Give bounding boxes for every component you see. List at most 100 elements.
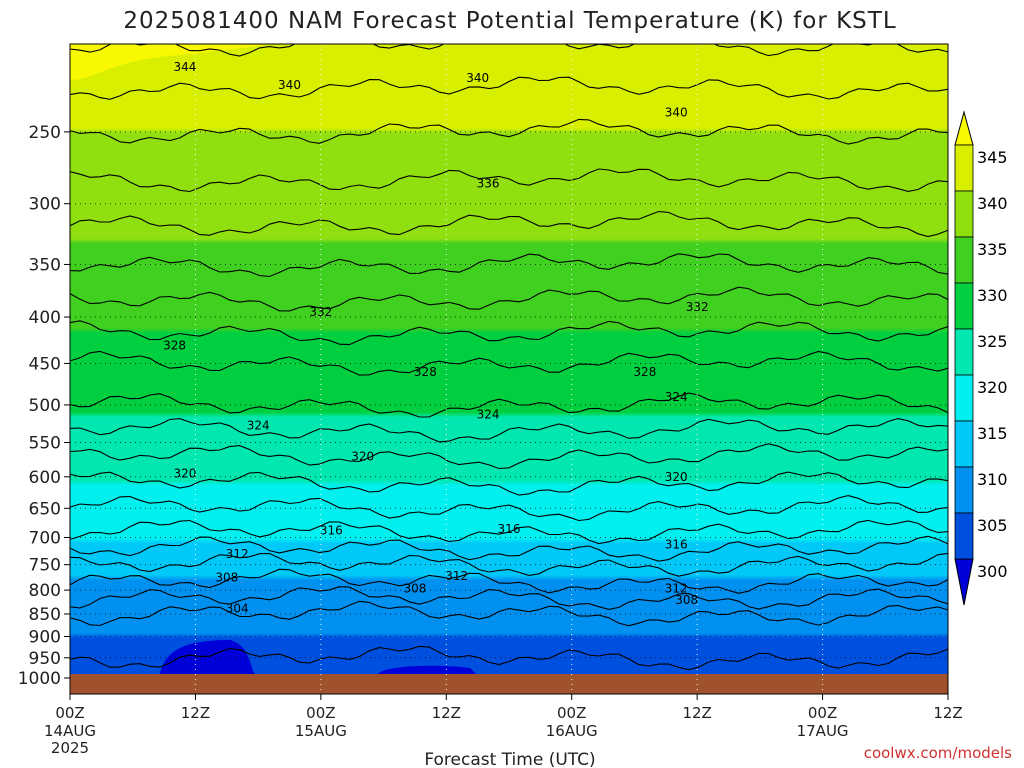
y-tick-label: 900 [29, 627, 61, 647]
contour-label: 328 [163, 339, 186, 353]
cold-pool-shading [378, 665, 476, 674]
contour-label: 324 [477, 407, 500, 421]
y-tick-label: 600 [29, 468, 61, 488]
isentrope-line [70, 118, 948, 145]
colorbar-segment [954, 374, 974, 422]
colorbar-segment [954, 190, 974, 238]
isentrope-line [70, 535, 948, 562]
colorbar-label: 340 [977, 194, 1008, 213]
contour-label: 308 [403, 582, 426, 596]
x-tick-label: 14AUG [44, 722, 96, 740]
colorbar-label: 315 [977, 424, 1008, 443]
colorbar-arrow-top [954, 110, 974, 146]
isentrope-line [70, 44, 948, 57]
isentrope-line [70, 600, 948, 627]
contour-label: 320 [174, 466, 197, 480]
colorbar-segment [954, 144, 974, 192]
y-tick-label: 800 [29, 581, 61, 601]
y-tick-label: 450 [29, 354, 61, 374]
y-tick-label: 250 [29, 123, 61, 143]
contour-label: 320 [665, 470, 688, 484]
warm-anomaly-shading [70, 44, 270, 80]
plot-area: 344 340 340 340 336 332 332 328 328 328 324 324 324 3… [70, 44, 948, 694]
colorbar-segment [954, 328, 974, 376]
isentrope-line [70, 320, 948, 346]
credit-text: coolwx.com/models [864, 744, 1012, 762]
contour-label: 312 [665, 582, 688, 596]
y-tick-label: 550 [29, 433, 61, 453]
colorbar-segment [954, 512, 974, 560]
grid-lines [70, 44, 948, 694]
contour-label: 340 [466, 71, 489, 85]
contour-label: 324 [665, 390, 688, 404]
chart-title: 2025081400 NAM Forecast Potential Temper… [123, 8, 896, 34]
contour-lines [70, 44, 948, 671]
colorbar: 345 340 335 330 325 320 315 310 305 300 [954, 110, 1008, 606]
y-tick-label: 950 [29, 649, 61, 669]
colorbar-arrow-bottom [954, 558, 974, 606]
colorbar-segment [954, 466, 974, 514]
y-tick-label: 500 [29, 396, 61, 416]
contour-label: 344 [174, 60, 197, 74]
isentrope-line [70, 586, 948, 610]
x-tick-label: 12Z [933, 704, 962, 722]
contour-label: 328 [633, 365, 656, 379]
plot-frame [69, 43, 949, 695]
colorbar-label: 335 [977, 240, 1008, 259]
isentrope-line [70, 495, 948, 522]
isentrope-line [70, 168, 948, 193]
y-tick-label: 750 [29, 556, 61, 576]
colorbar-segment [954, 236, 974, 284]
colorbar-label: 325 [977, 332, 1008, 351]
isentrope-line [70, 350, 948, 376]
contour-label: 324 [247, 419, 270, 433]
colorbar-label: 305 [977, 516, 1008, 535]
isentrope-line [70, 471, 948, 496]
contour-label: 336 [477, 177, 500, 191]
y-tick-label: 850 [29, 605, 61, 625]
contour-label: 308 [675, 593, 698, 607]
contour-label: 304 [226, 601, 249, 615]
contour-label: 332 [309, 305, 332, 319]
x-tick-label: 00Z [557, 704, 586, 722]
x-tick-label: 00Z [55, 704, 84, 722]
colorbar-label: 310 [977, 470, 1008, 489]
contour-label: 340 [278, 78, 301, 92]
colorbar-segment [954, 282, 974, 330]
x-tick-label: 17AUG [797, 722, 849, 740]
isentrope-line [70, 552, 948, 577]
colorbar-label: 300 [977, 562, 1008, 581]
x-tick-label: 00Z [306, 704, 335, 722]
contour-label: 320 [351, 450, 374, 464]
x-tick-label: 16AUG [546, 722, 598, 740]
isentrope-line [70, 210, 948, 238]
isentrope-line [70, 568, 948, 594]
surface-ground-band [70, 674, 948, 694]
y-tick-label: 400 [29, 308, 61, 328]
colorbar-label: 320 [977, 378, 1008, 397]
y-tick-label: 700 [29, 528, 61, 548]
isentrope-line [70, 645, 948, 671]
contour-label: 328 [414, 365, 437, 379]
x-tick-label: 2025 [51, 739, 89, 757]
x-tick-label: 12Z [181, 704, 210, 722]
contour-label: 308 [215, 571, 238, 585]
colorbar-label: 330 [977, 286, 1008, 305]
contour-label: 312 [445, 569, 468, 583]
contour-label: 316 [665, 538, 688, 552]
y-tick-label: 650 [29, 499, 61, 519]
x-tick-label: 12Z [432, 704, 461, 722]
x-tick-label: 12Z [682, 704, 711, 722]
isentrope-line [70, 392, 948, 418]
theta-field [70, 44, 948, 678]
contour-label: 312 [226, 547, 249, 561]
contour-label: 332 [686, 300, 709, 314]
x-axis-label: Forecast Time (UTC) [424, 750, 595, 768]
contour-label: 316 [498, 522, 521, 536]
isentrope-line [70, 519, 948, 545]
isentrope-line [70, 443, 948, 470]
y-tick-label: 350 [29, 255, 61, 275]
y-axis: 2503003504004505005506006507007508008509… [18, 123, 70, 689]
colorbar-segment [954, 420, 974, 468]
